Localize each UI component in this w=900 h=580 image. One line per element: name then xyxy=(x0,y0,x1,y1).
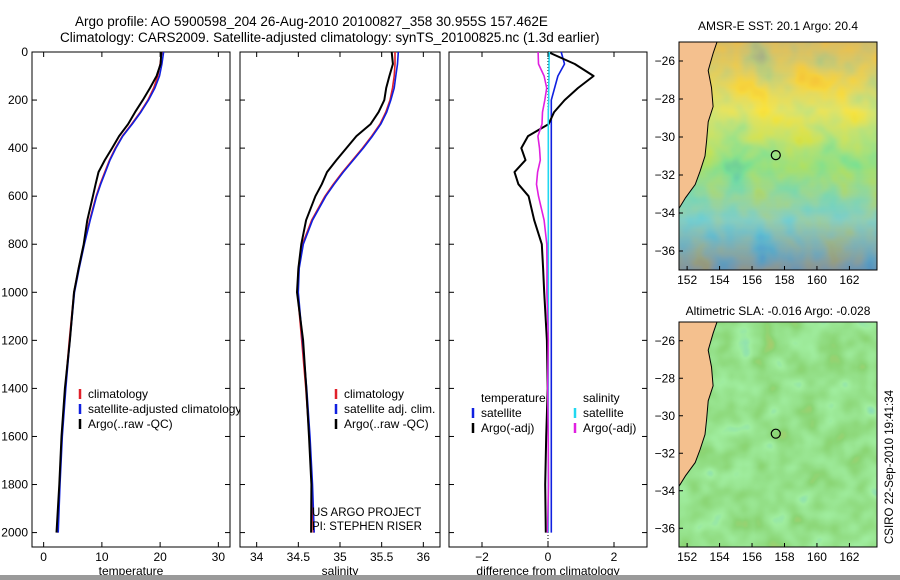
salinity-xlabel: salinity xyxy=(322,564,359,578)
sla-map-frame xyxy=(678,321,878,548)
difference-legend-label: satellite xyxy=(481,406,522,420)
land-mask xyxy=(679,322,718,487)
coastline xyxy=(679,322,718,488)
header-line-1: Argo profile: AO 5900598_204 26-Aug-2010… xyxy=(75,14,548,29)
sla-map-panel: Altimetric SLA: -0.016 Argo: -0.028 152 1… xyxy=(655,304,878,564)
sst-ytick-label: −32 xyxy=(655,168,676,182)
legend-title-temperature: temperature xyxy=(481,391,546,405)
sla-xtick-label: 160 xyxy=(807,550,827,564)
temperature-xtick-label: 30 xyxy=(212,550,226,564)
float-position-marker xyxy=(770,428,781,439)
sla-map-ticks: 152 154 156 158 160 162 −26 −28 −30 −32 −34 −36 xyxy=(655,334,860,564)
sst-xtick-label: 162 xyxy=(839,273,859,287)
sst-field-texture xyxy=(679,42,877,270)
sst-map-panel: AMSR-E SST: 20.1 Argo: 20.4 152 154 156 158… xyxy=(655,19,878,287)
salinity-xtick-label: 35 xyxy=(333,550,347,564)
sst-xtick-label: 160 xyxy=(807,273,827,287)
salinity-xtick-label: 36 xyxy=(417,550,431,564)
difference-legend-label: Argo(-adj) xyxy=(481,421,534,435)
coastline xyxy=(679,42,718,210)
sst-map-ticks: 152 154 156 158 160 162 −26 −28 −30 −32 −34 −36 xyxy=(655,54,860,287)
land-mask xyxy=(679,42,717,209)
temperature-xtick-label: 20 xyxy=(153,550,167,564)
sla-xtick-label: 156 xyxy=(742,550,762,564)
difference-legend-label: Argo(-adj) xyxy=(583,421,636,435)
header-line-2: Climatology: CARS2009. Satellite-adjuste… xyxy=(60,30,600,45)
sst-ytick-label: −34 xyxy=(655,206,676,220)
window-bottom-strip xyxy=(0,575,900,580)
difference-xtick-label: 0 xyxy=(545,550,552,564)
difference-series-argoadj xyxy=(535,51,550,533)
temperature-ytick-label: 0 xyxy=(21,45,28,59)
sst-xtick-label: 154 xyxy=(710,273,730,287)
sst-map-title: AMSR-E SST: 20.1 Argo: 20.4 xyxy=(698,19,858,33)
temperature-ytick-label: 1200 xyxy=(1,333,28,347)
temperature-ytick-label: 1600 xyxy=(1,429,28,443)
salinity-plot-frame xyxy=(239,51,441,548)
sla-xtick-label: 162 xyxy=(839,550,859,564)
salinity-legend-label: satellite adj. clim. xyxy=(344,402,435,416)
sla-xtick-label: 154 xyxy=(710,550,730,564)
salinity-xtick-label: 35.5 xyxy=(370,550,394,564)
temperature-ytick-label: 1800 xyxy=(1,478,28,492)
sla-ytick-label: −30 xyxy=(655,409,676,423)
float-position-marker xyxy=(770,150,781,161)
sla-field-texture xyxy=(679,322,877,547)
difference-xtick-label: −2 xyxy=(475,550,489,564)
salinity-series-argorawqc xyxy=(296,51,394,533)
difference-series-satellite xyxy=(550,51,566,533)
temperature-legend-label: climatology xyxy=(88,387,148,401)
temperature-legend-label: Argo(..raw -QC) xyxy=(88,417,173,431)
sla-ytick-label: −28 xyxy=(655,371,676,385)
salinity-legend-label: Argo(..raw -QC) xyxy=(344,417,429,431)
sst-ytick-label: −26 xyxy=(655,54,676,68)
difference-legend-label: satellite xyxy=(583,406,624,420)
sst-xtick-label: 158 xyxy=(774,273,794,287)
temperature-xlabel: temperature xyxy=(99,564,164,578)
sst-xtick-label: 152 xyxy=(677,273,697,287)
legend-title-salinity: salinity xyxy=(583,391,620,405)
sla-xtick-label: 158 xyxy=(774,550,794,564)
temperature-ytick-label: 1400 xyxy=(1,381,28,395)
sst-ytick-label: −36 xyxy=(655,244,676,258)
sla-ytick-label: −26 xyxy=(655,334,676,348)
salinity-xtick-label: 34.5 xyxy=(287,550,311,564)
sla-ytick-label: −36 xyxy=(655,521,676,535)
salinity-xtick-label: 34 xyxy=(250,550,264,564)
temperature-xtick-label: 10 xyxy=(95,550,109,564)
sla-ytick-label: −32 xyxy=(655,446,676,460)
temperature-ytick-label: 200 xyxy=(8,93,28,107)
temperature-ytick-label: 400 xyxy=(8,141,28,155)
sla-map-title: Altimetric SLA: -0.016 Argo: -0.028 xyxy=(686,304,871,318)
sst-ytick-label: −28 xyxy=(655,92,676,106)
temperature-series-argorawqc xyxy=(55,51,163,533)
sst-ytick-label: −30 xyxy=(655,130,676,144)
sla-ytick-label: −34 xyxy=(655,484,676,498)
timestamp-stamp: CSIRO 22-Sep-2010 19:41:34 xyxy=(884,389,896,544)
temperature-plot-frame xyxy=(31,51,231,548)
temperature-ytick-label: 800 xyxy=(8,237,28,251)
sla-xtick-label: 152 xyxy=(677,550,697,564)
temperature-legend-label: satellite-adjusted climatology xyxy=(88,402,241,416)
temperature-xtick-label: 0 xyxy=(40,550,47,564)
temperature-ytick-label: 1000 xyxy=(1,285,28,299)
project-credit: US ARGO PROJECT xyxy=(312,507,421,519)
salinity-panel: 34 34.5 35 35.5 36 salinity climatologysatelli… xyxy=(239,51,441,578)
sst-map-frame xyxy=(678,41,878,271)
salinity-legend-label: climatology xyxy=(344,387,404,401)
difference-xtick-label: 2 xyxy=(611,550,618,564)
difference-xlabel: difference from climatology xyxy=(476,564,619,578)
pi-credit: PI: STEPHEN RISER xyxy=(312,521,422,533)
temperature-ytick-label: 2000 xyxy=(1,526,28,540)
temperature-panel: 0 10 20 30 temperature 0 200 400 600 800 1000 1200 1… xyxy=(1,45,241,578)
sst-xtick-label: 156 xyxy=(742,273,762,287)
temperature-ytick-label: 600 xyxy=(8,189,28,203)
